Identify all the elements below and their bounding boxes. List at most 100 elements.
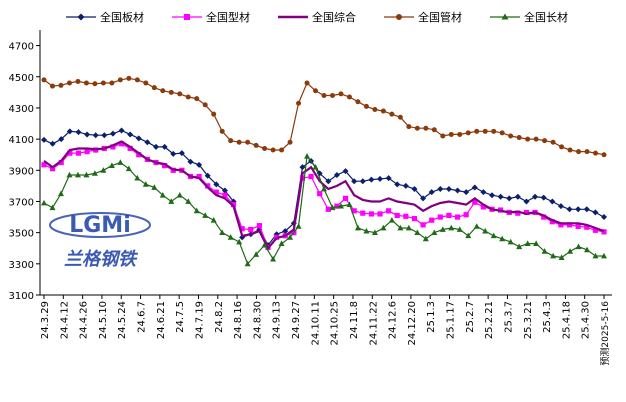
data-point: [49, 83, 55, 89]
data-point: [253, 142, 259, 148]
data-point: [49, 140, 56, 147]
data-point: [66, 171, 73, 178]
data-point: [177, 91, 183, 97]
y-tick-label: 3700: [9, 197, 34, 208]
data-point: [482, 227, 489, 234]
data-point: [194, 96, 200, 102]
data-point: [558, 222, 564, 228]
data-point: [160, 88, 166, 94]
data-point: [429, 217, 435, 223]
data-point: [278, 240, 285, 246]
data-point: [454, 214, 461, 220]
data-point: [540, 194, 547, 201]
data-point: [380, 108, 386, 114]
data-point: [377, 211, 383, 217]
data-point: [239, 226, 245, 232]
data-point: [532, 193, 539, 200]
data-point: [92, 132, 99, 139]
x-tick-label: 24.3.29: [40, 301, 51, 339]
data-point: [313, 88, 319, 94]
data-point: [176, 192, 183, 198]
data-point: [499, 235, 506, 242]
y-tick-label: 3100: [9, 291, 34, 302]
data-point: [41, 136, 47, 143]
data-point: [57, 190, 64, 197]
data-point: [575, 206, 582, 213]
data-point: [41, 199, 47, 206]
data-point: [100, 80, 106, 86]
data-point: [142, 181, 149, 187]
data-point: [388, 216, 395, 223]
legend-label: 全国型材: [206, 10, 250, 24]
data-point: [542, 138, 548, 144]
x-tick-label: 24.12.20: [407, 301, 418, 346]
data-point: [431, 127, 437, 133]
data-point: [405, 224, 412, 231]
data-point: [525, 136, 531, 142]
data-point: [153, 143, 159, 150]
legend-marker: [501, 13, 509, 20]
data-point: [227, 234, 234, 240]
data-point: [127, 145, 133, 152]
data-point: [601, 214, 607, 221]
logo-chinese: 兰格钢铁: [64, 249, 139, 270]
x-tick-label: 25.1.3: [426, 301, 437, 333]
data-point: [471, 184, 478, 191]
data-point: [516, 243, 523, 250]
x-tick-label: 24.9.27: [291, 301, 302, 339]
data-point: [394, 212, 400, 219]
data-point: [143, 80, 149, 86]
data-point: [516, 135, 522, 141]
data-point: [533, 136, 539, 142]
data-point: [360, 210, 366, 216]
x-tick-label: 25.2.21: [484, 301, 495, 339]
data-point: [524, 240, 531, 246]
legend-label: 全国板材: [100, 10, 144, 24]
data-point: [91, 170, 98, 176]
x-tick-label: 24.5.10: [98, 301, 109, 339]
legend-marker: [184, 14, 190, 20]
data-point: [446, 212, 452, 219]
legend-label: 全国综合: [312, 10, 356, 24]
x-tick-label: 24.8.16: [233, 301, 244, 339]
data-point: [359, 178, 366, 185]
x-tick-label: 24.5.24: [117, 301, 128, 339]
data-point: [541, 248, 548, 254]
data-point: [491, 128, 497, 134]
data-point: [245, 139, 251, 145]
data-point: [270, 255, 277, 262]
data-point: [440, 133, 446, 139]
data-point: [386, 208, 392, 214]
data-point: [601, 252, 607, 259]
data-point: [385, 175, 392, 182]
data-point: [296, 100, 302, 106]
data-point: [457, 131, 463, 137]
x-tick-label: 25.1.17: [446, 301, 457, 339]
data-point: [397, 224, 404, 231]
data-point: [437, 214, 443, 220]
data-point: [213, 189, 219, 195]
data-point: [584, 149, 590, 155]
data-point: [499, 130, 505, 136]
x-tick-label: 24.10.25: [330, 301, 341, 346]
data-point: [308, 173, 314, 180]
data-point: [403, 213, 409, 219]
data-point: [559, 144, 565, 150]
data-point: [567, 248, 574, 254]
data-point: [394, 181, 401, 188]
data-point: [100, 167, 107, 173]
data-point: [221, 187, 228, 194]
data-point: [83, 80, 89, 86]
data-point: [514, 193, 521, 200]
data-point: [118, 141, 125, 147]
data-point: [601, 152, 607, 158]
legend: 全国板材 全国型材 全国综合 全国管材 全国长材: [66, 10, 568, 24]
data-point: [389, 111, 395, 117]
data-point: [431, 229, 438, 236]
data-point: [463, 212, 469, 218]
data-point: [185, 198, 192, 204]
data-point: [134, 174, 141, 181]
data-point: [363, 227, 370, 234]
data-point: [321, 92, 327, 98]
data-point: [74, 171, 81, 178]
